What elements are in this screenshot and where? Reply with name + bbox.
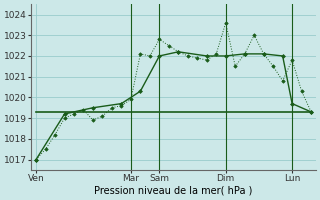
X-axis label: Pression niveau de la mer( hPa ): Pression niveau de la mer( hPa ) (94, 186, 253, 196)
